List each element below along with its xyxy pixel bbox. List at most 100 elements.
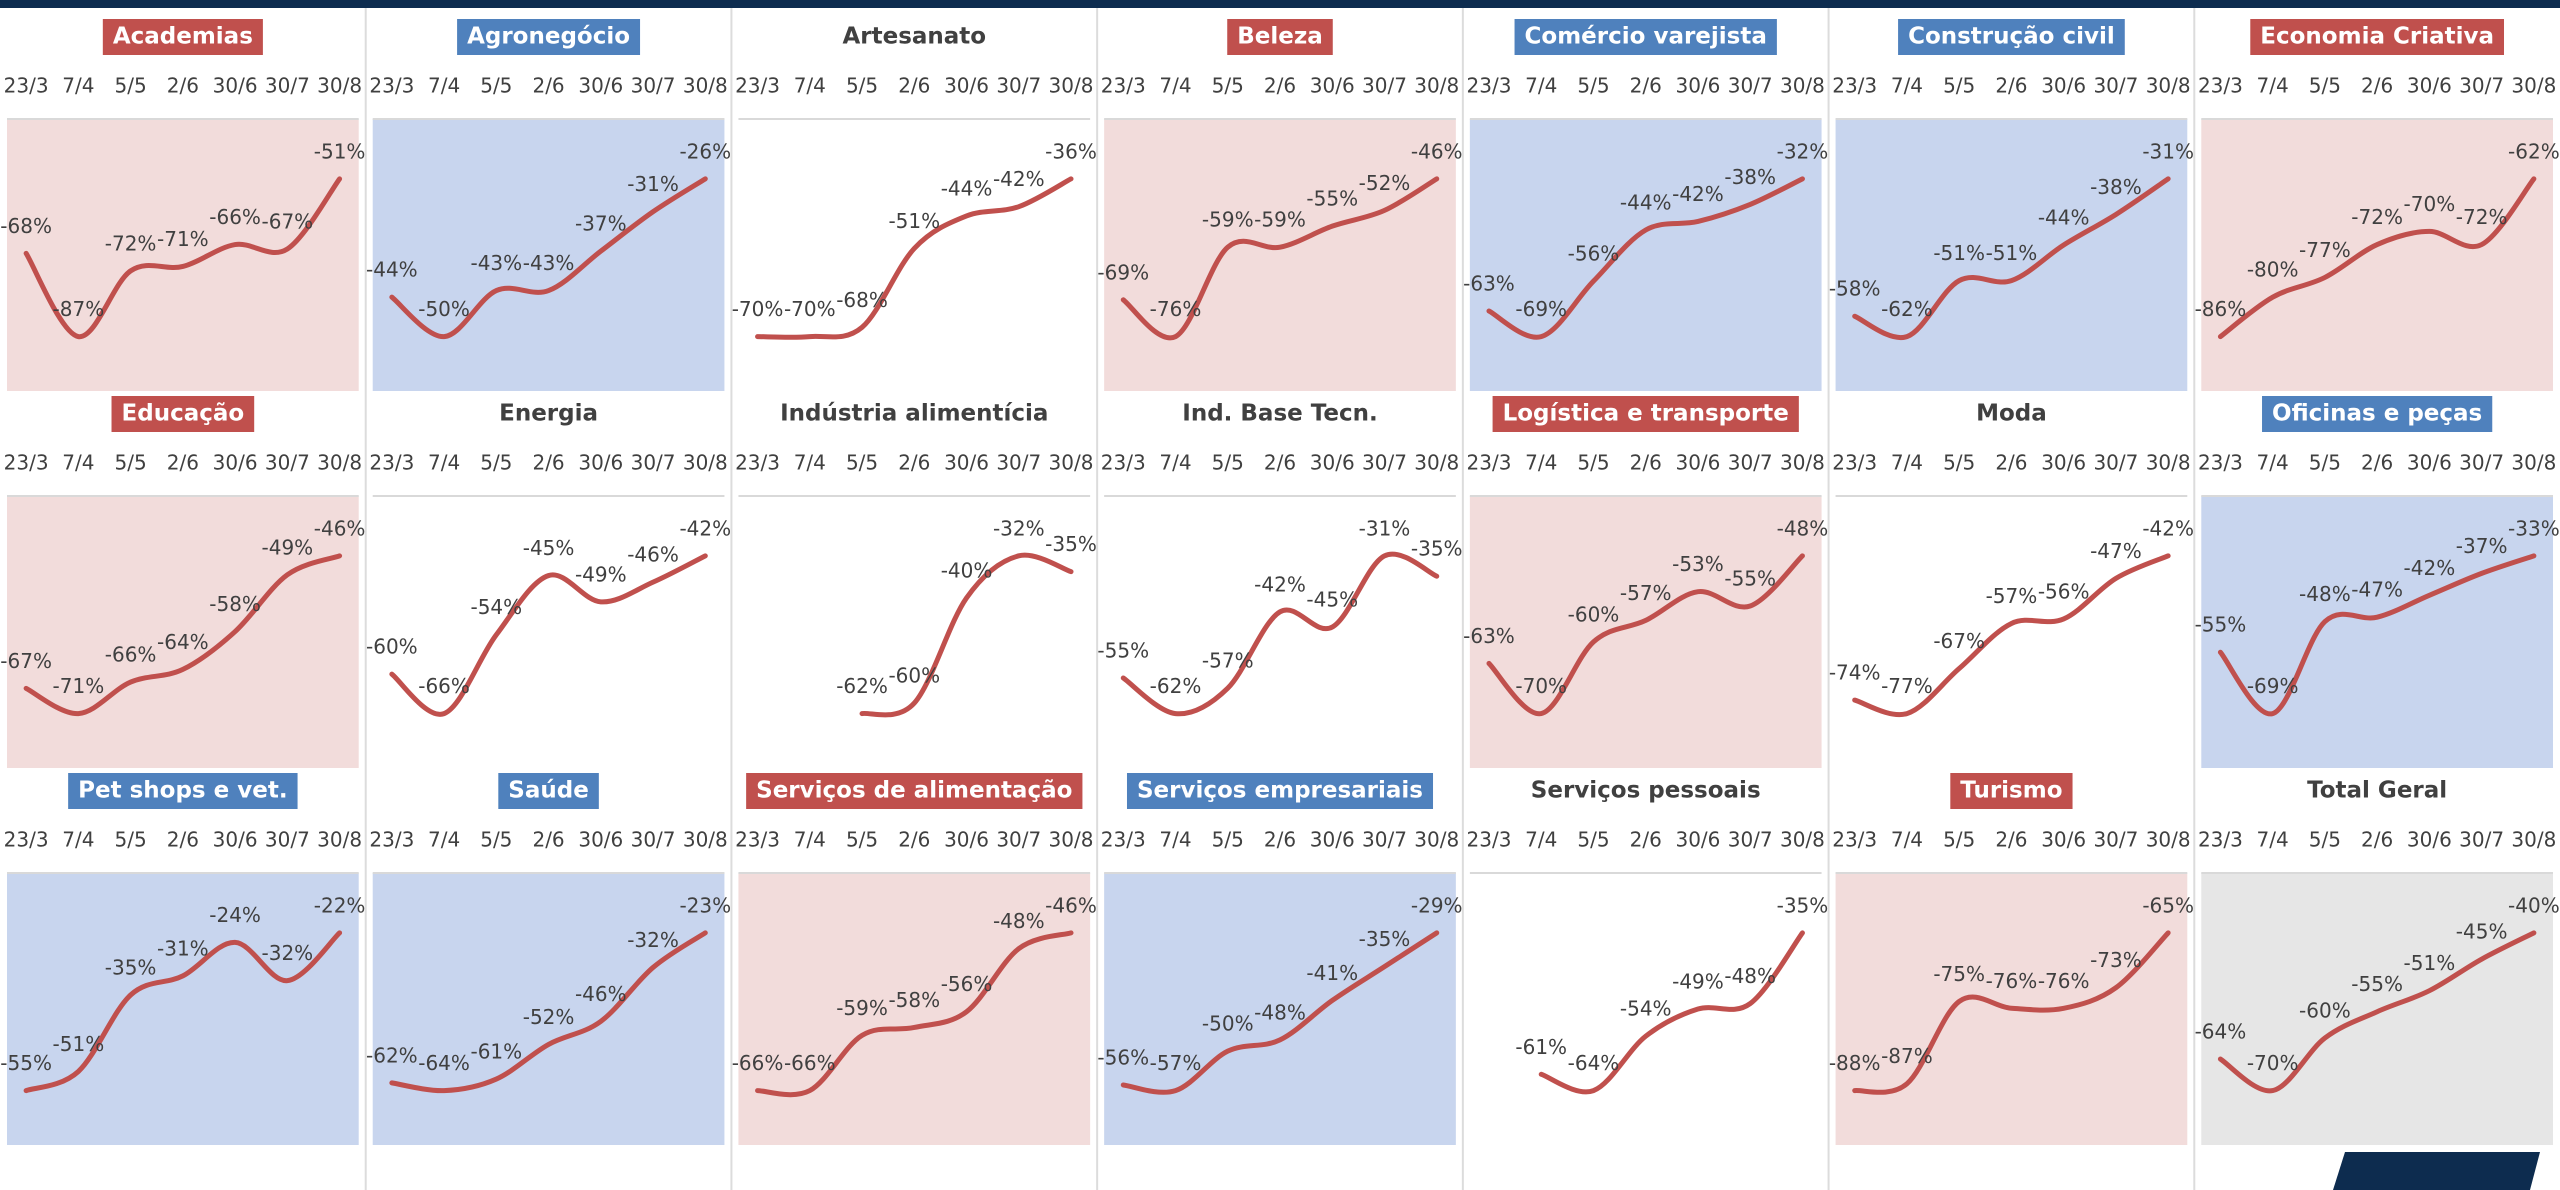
x-tick-label: 7/4 (2257, 451, 2289, 475)
data-label: -43% (523, 251, 575, 275)
data-label: -35% (1411, 537, 1463, 561)
data-label: -45% (2456, 920, 2508, 944)
panel-title: Construção civil (1908, 24, 2115, 50)
panel-background (1469, 119, 1822, 391)
x-tick-label: 30/8 (2511, 451, 2556, 475)
x-tick-label: 23/3 (735, 828, 780, 852)
data-label: -62% (366, 1043, 418, 1067)
x-tick-label: 30/7 (265, 451, 310, 475)
x-tick-label: 23/3 (2198, 828, 2243, 852)
x-tick-label: 5/5 (846, 451, 878, 475)
panel: Ind. Base Tecn. 23/3 7/4 5/5 2/6 30/6 30/7 30/8… (1097, 401, 1463, 768)
x-tick-label: 30/7 (1362, 451, 1407, 475)
x-tick-label: 30/6 (2041, 828, 2086, 852)
data-label: -55% (2351, 972, 2403, 996)
data-label: -70% (784, 297, 836, 321)
title-badge (1492, 396, 1799, 432)
panel-background (7, 496, 359, 768)
data-label: -66% (784, 1051, 836, 1075)
data-label: -58% (1829, 277, 1881, 301)
data-label: -56% (941, 972, 993, 996)
panel-title: Serviços pessoais (1531, 778, 1761, 804)
panel-background (372, 873, 725, 1145)
data-line (1486, 176, 1805, 340)
panel-background (7, 119, 359, 391)
data-label: -70% (2404, 192, 2456, 216)
x-tick-label: 23/3 (369, 451, 414, 475)
data-label: -31% (627, 172, 679, 196)
data-label: -57% (1202, 649, 1254, 673)
data-label: -23% (679, 893, 731, 917)
data-label: -48% (2299, 582, 2351, 606)
panel-title: Pet shops e vet. (78, 778, 287, 804)
data-label: -46% (627, 543, 679, 567)
data-line (1120, 551, 1440, 717)
panel: Serviços empresariais 23/3 7/4 5/5 2/6 30/6 30… (1097, 773, 1463, 1145)
x-tick-label: 5/5 (2309, 74, 2341, 98)
x-tick-label: 5/5 (1943, 828, 1975, 852)
data-label: -36% (1045, 139, 1097, 163)
data-label: -68% (836, 288, 888, 312)
panel-title: Oficinas e peças (2272, 401, 2482, 427)
x-tick-label: 30/8 (1414, 828, 1459, 852)
x-tick-label: 30/7 (2093, 74, 2138, 98)
data-label: -56% (2038, 579, 2090, 603)
x-tick-label: 30/8 (1049, 451, 1094, 475)
data-label: -59% (1202, 208, 1254, 232)
panel: Serviços pessoais 23/3 7/4 5/5 2/6 30/6 30/7 30… (1467, 778, 1828, 1145)
data-label: -66% (418, 674, 470, 698)
x-tick-label: 23/3 (4, 828, 49, 852)
title-badge (1950, 773, 2073, 809)
data-label: -44% (941, 176, 993, 200)
panel-background (1104, 873, 1456, 1145)
x-tick-label: 23/3 (2198, 74, 2243, 98)
data-label: -37% (2456, 534, 2508, 558)
logo-shape (2333, 1152, 2540, 1190)
data-label: -40% (2508, 893, 2560, 917)
panel-title: Educação (122, 401, 245, 427)
x-tick-label: 23/3 (1467, 451, 1512, 475)
x-tick-label: 30/8 (1049, 828, 1094, 852)
data-label: -66% (209, 205, 261, 229)
data-label: -42% (2404, 556, 2456, 580)
data-label: -86% (2195, 297, 2247, 321)
data-label: -72% (105, 231, 157, 255)
x-tick-label: 30/6 (213, 451, 258, 475)
x-tick-label: 5/5 (115, 828, 147, 852)
x-tick-label: 30/8 (2146, 828, 2191, 852)
data-label: -48% (993, 909, 1045, 933)
data-label: -70% (1515, 674, 1567, 698)
x-tick-label: 23/3 (2198, 451, 2243, 475)
data-label: -62% (836, 674, 888, 698)
data-label: -60% (2299, 999, 2351, 1023)
x-tick-label: 30/7 (631, 828, 676, 852)
x-tick-label: 2/6 (1995, 451, 2027, 475)
title-badge (498, 773, 599, 809)
data-label: -55% (1306, 187, 1358, 211)
x-tick-label: 2/6 (1264, 451, 1296, 475)
data-label: -51% (888, 209, 940, 233)
data-label: -52% (1359, 171, 1411, 195)
panel-background (372, 119, 725, 391)
x-tick-label: 30/6 (578, 74, 623, 98)
data-label: -73% (2090, 948, 2142, 972)
data-label: -38% (2090, 175, 2142, 199)
data-label: -87% (53, 297, 105, 321)
panel-title: Artesanato (842, 24, 986, 50)
x-tick-label: 30/8 (683, 451, 728, 475)
data-label: -52% (523, 1005, 575, 1029)
panel-title: Logística e transporte (1503, 401, 1789, 427)
data-line (23, 176, 343, 340)
data-label: -54% (470, 595, 522, 619)
data-label: -51% (2404, 951, 2456, 975)
x-tick-label: 5/5 (1943, 451, 1975, 475)
data-label: -44% (2038, 205, 2090, 229)
data-label: -76% (2038, 969, 2090, 993)
data-label: -26% (679, 139, 731, 163)
x-tick-label: 30/8 (317, 451, 362, 475)
panel: Economia Criativa 23/3 7/4 5/5 2/6 30/6 30/7 30… (2195, 19, 2560, 391)
x-tick-label: 7/4 (1525, 74, 1557, 98)
x-tick-label: 2/6 (532, 828, 564, 852)
data-line (1486, 553, 1805, 717)
